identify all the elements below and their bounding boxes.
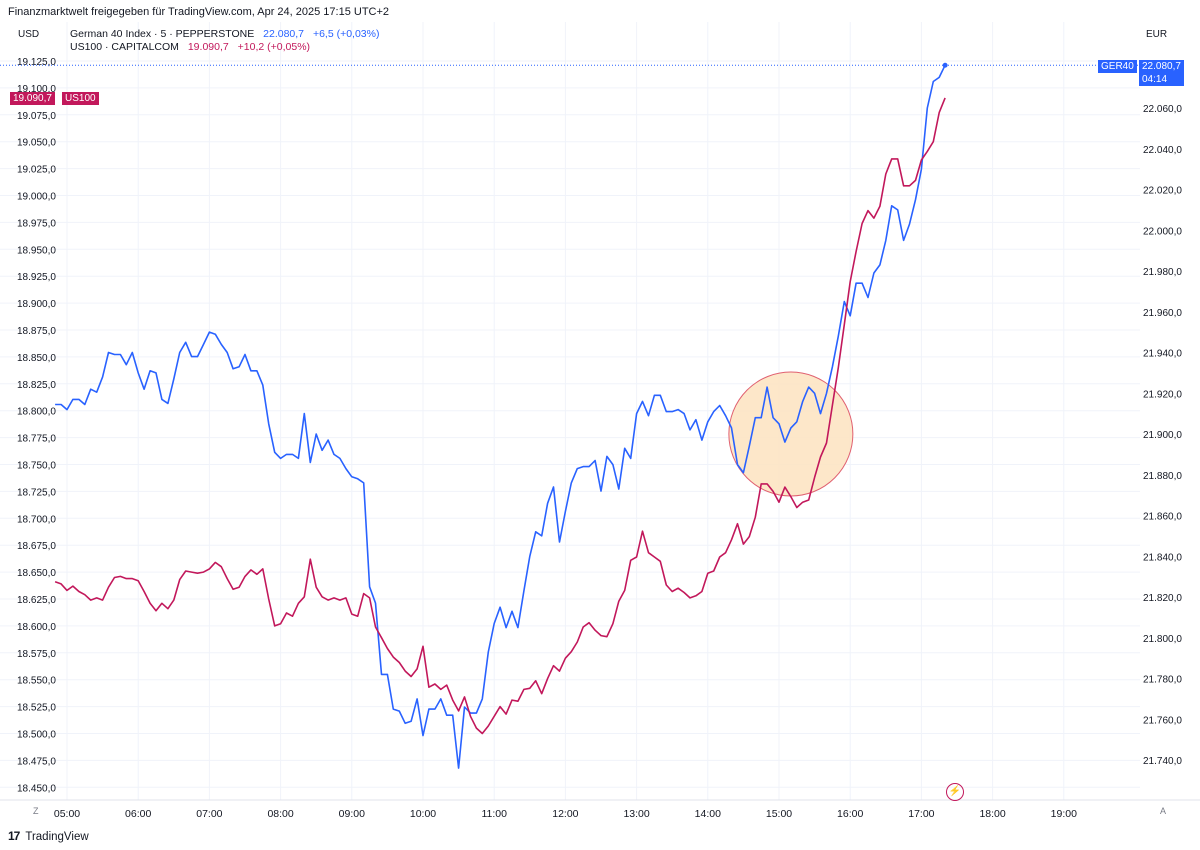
left-tick-label: 18.525,0 [17, 703, 56, 714]
left-tick-label: 18.675,0 [17, 541, 56, 552]
x-axis: 05:00 06:00 07:00 08:00 09:00 10:00 11:00 12:00… [0, 799, 1200, 820]
legend-ger40-value: 22.080,7 [263, 28, 305, 40]
left-tick-label: 18.450,0 [17, 783, 56, 794]
right-tick-label: 22.040,0 [1143, 145, 1182, 156]
right-price-axis: 22.060,0 22.040,0 22.020,0 22.000,0 21.980,0… [1143, 104, 1182, 767]
right-tick-label: 21.980,0 [1143, 267, 1182, 278]
legend-ger40-label: German 40 Index · 5 · PEPPERSTONE [70, 28, 255, 40]
tradingview-logo: 17 TradingView [8, 829, 89, 843]
x-tick-label: 17:00 [908, 808, 934, 820]
left-tick-label: 18.725,0 [17, 487, 56, 498]
left-tick-label: 18.750,0 [17, 461, 56, 472]
left-tick-label: 18.550,0 [17, 676, 56, 687]
x-tick-label: 07:00 [196, 808, 222, 820]
right-tick-label: 22.000,0 [1143, 226, 1182, 237]
us100-label-tag: US100 [62, 92, 99, 105]
x-tick-label: 13:00 [623, 808, 649, 820]
ger40-price-tag-value: 22.080,7 [1142, 61, 1181, 72]
x-tick-label: 09:00 [339, 808, 365, 820]
bolt-icon[interactable]: ⚡ [946, 783, 964, 801]
right-tick-label: 21.900,0 [1143, 430, 1182, 441]
left-tick-label: 18.650,0 [17, 568, 56, 579]
left-tick-label: 18.625,0 [17, 595, 56, 606]
x-tick-label: 11:00 [481, 808, 507, 820]
timezone-button[interactable]: Z [33, 806, 39, 816]
right-tick-label: 21.800,0 [1143, 634, 1182, 645]
legend-us100-value: 19.090,7 [187, 41, 229, 53]
right-tick-label: 21.940,0 [1143, 349, 1182, 360]
legend-us100[interactable]: US100 · CAPITALCOM 19.090,7 +10,2 (+0,05… [70, 41, 310, 53]
left-tick-label: 18.700,0 [17, 514, 56, 525]
left-currency-label: USD [18, 29, 40, 40]
left-tick-label: 18.825,0 [17, 380, 56, 391]
right-tick-label: 21.960,0 [1143, 308, 1182, 319]
left-tick-label: 18.900,0 [17, 299, 56, 310]
left-tick-label: 18.850,0 [17, 353, 56, 364]
x-tick-label: 12:00 [552, 808, 578, 820]
x-tick-label: 05:00 [54, 808, 80, 820]
ger40-countdown: 04:14 [1142, 74, 1168, 85]
left-tick-label: 19.050,0 [17, 138, 56, 149]
tradingview-logo-icon: 17 [8, 829, 20, 843]
auto-scale-button[interactable]: A [1160, 806, 1167, 816]
x-tick-label: 18:00 [979, 808, 1005, 820]
x-tick-label: 08:00 [267, 808, 293, 820]
left-tick-label: 18.475,0 [17, 756, 56, 767]
ger40-last-point [942, 62, 948, 68]
left-price-axis: 19.125,0 19.100,0 19.075,0 19.050,0 19.025,0… [17, 57, 56, 794]
left-tick-label: 18.925,0 [17, 272, 56, 283]
right-tick-label: 21.760,0 [1143, 715, 1182, 726]
x-tick-label: 06:00 [125, 808, 151, 820]
us100-line [54, 97, 946, 735]
attribution-text: Finanzmarktwelt freigegeben für TradingV… [8, 6, 390, 18]
left-tick-label: 18.875,0 [17, 326, 56, 337]
left-tick-label: 19.125,0 [17, 57, 56, 68]
legend-ger40[interactable]: German 40 Index · 5 · PEPPERSTONE 22.080… [70, 28, 379, 40]
legend-ger40-change: +6,5 (+0,03%) [312, 28, 380, 40]
tradingview-logo-text: TradingView [25, 831, 89, 843]
ger40-line [55, 64, 946, 769]
us100-price-tag: 19.090,7 [10, 92, 55, 105]
x-tick-label: 14:00 [695, 808, 721, 820]
right-tick-label: 21.840,0 [1143, 552, 1182, 563]
x-tick-label: 10:00 [410, 808, 436, 820]
left-tick-label: 18.975,0 [17, 218, 56, 229]
left-tick-label: 18.575,0 [17, 649, 56, 660]
right-tick-label: 21.860,0 [1143, 512, 1182, 523]
left-tick-label: 19.000,0 [17, 192, 56, 203]
left-tick-label: 18.600,0 [17, 622, 56, 633]
left-tick-label: 19.025,0 [17, 165, 56, 176]
grid [0, 22, 1140, 800]
overlay-layer [0, 62, 1140, 68]
x-tick-label: 19:00 [1051, 808, 1077, 820]
legend-us100-change: +10,2 (+0,05%) [237, 41, 311, 53]
legend-us100-label: US100 · CAPITALCOM [70, 41, 179, 53]
right-currency-label: EUR [1146, 29, 1168, 40]
right-tick-label: 22.020,0 [1143, 186, 1182, 197]
x-tick-label: 16:00 [837, 808, 863, 820]
ger40-price-tag: 22.080,7 04:14 [1139, 60, 1184, 86]
ger40-label-tag: GER40 [1098, 60, 1137, 73]
left-tick-label: 18.950,0 [17, 245, 56, 256]
left-tick-label: 18.500,0 [17, 730, 56, 741]
x-tick-label: 15:00 [766, 808, 792, 820]
right-tick-label: 21.780,0 [1143, 675, 1182, 686]
series-layer [54, 64, 946, 769]
left-tick-label: 19.100,0 [17, 84, 56, 95]
right-tick-label: 21.740,0 [1143, 756, 1182, 767]
right-tick-label: 21.880,0 [1143, 471, 1182, 482]
right-tick-label: 21.920,0 [1143, 389, 1182, 400]
left-tick-label: 19.075,0 [17, 111, 56, 122]
left-tick-label: 18.775,0 [17, 434, 56, 445]
right-tick-label: 21.820,0 [1143, 593, 1182, 604]
left-tick-label: 18.800,0 [17, 407, 56, 418]
right-tick-label: 22.060,0 [1143, 104, 1182, 115]
